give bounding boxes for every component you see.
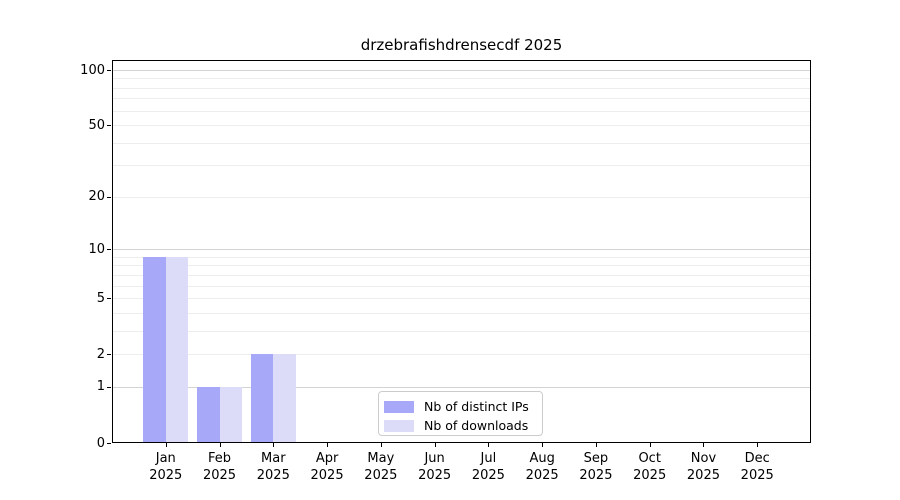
x-tick-mark [757,443,759,447]
legend-swatch-downloads [384,419,414,432]
x-tick-label: Sep 2025 [579,451,613,483]
x-tick-label: Jan 2025 [149,451,183,483]
y-tick-mark [107,354,111,356]
legend-item-downloads: Nb of downloads [384,416,542,435]
x-tick-mark [488,443,490,447]
legend-label-distinct-ips: Nb of distinct IPs [424,399,529,414]
x-tick-mark [273,443,275,447]
legend-swatch-distinct-ips [384,400,414,413]
x-tick-mark [434,443,436,447]
x-tick-label: Oct 2025 [633,451,667,483]
x-tick-label: Feb 2025 [202,451,237,483]
bar-distinct-ips-jan [143,256,166,442]
x-tick-mark [595,443,597,447]
minor-gridline [113,165,810,167]
bar-distinct-ips-feb [197,386,220,442]
chart-title: drzebrafishdrensecdf 2025 [360,36,563,54]
x-tick-label: Mar 2025 [256,451,290,483]
y-tick-mark [107,196,111,198]
legend-label-downloads: Nb of downloads [424,418,529,433]
minor-gridline [113,110,810,112]
major-gridline [113,249,810,251]
minor-gridline [113,87,810,89]
y-tick-label: 100 [80,62,105,78]
y-tick-label: 0 [96,435,105,451]
x-tick-mark [380,443,382,447]
y-tick-label: 5 [96,290,105,306]
bar-downloads-feb [219,386,243,442]
bar-downloads-mar [273,354,296,442]
y-tick-label: 1 [96,379,105,395]
minor-gridline [113,285,810,287]
x-tick-label: May 2025 [364,451,398,483]
major-gridline [113,70,810,71]
minor-gridline [113,298,810,300]
y-tick-mark [107,443,111,444]
x-tick-label: Nov 2025 [686,451,720,483]
minor-gridline [113,196,810,198]
minor-gridline [113,330,810,332]
x-tick-label: Dec 2025 [740,451,774,483]
major-gridline [113,386,810,388]
y-tick-mark [107,125,111,127]
minor-gridline [113,312,810,314]
y-tick-mark [107,386,111,388]
minor-gridline [113,274,810,276]
y-tick-mark [107,249,111,251]
bar-downloads-jan [165,256,189,442]
minor-gridline [113,265,810,267]
x-tick-label: Apr 2025 [310,451,344,483]
minor-gridline [113,98,810,100]
x-tick-label: Jul 2025 [471,451,505,483]
x-tick-mark [542,443,544,447]
minor-gridline [113,142,810,144]
x-tick-mark [327,443,329,447]
x-tick-mark [649,443,651,447]
minor-gridline [113,256,810,258]
x-tick-mark [703,443,705,447]
plot-area [112,60,811,443]
y-tick-mark [107,298,111,300]
y-tick-label: 2 [96,346,105,362]
bar-distinct-ips-mar [250,354,274,442]
y-tick-label: 50 [88,117,105,133]
minor-gridline [113,125,810,127]
x-tick-mark [219,443,221,447]
x-tick-label: Jun 2025 [418,451,452,483]
y-tick-mark [107,70,111,71]
y-tick-label: 10 [88,241,105,257]
legend: Nb of distinct IPs Nb of downloads [378,391,543,436]
x-tick-label: Aug 2025 [525,451,559,483]
minor-gridline [113,354,810,356]
legend-item-distinct-ips: Nb of distinct IPs [384,397,542,416]
x-tick-mark [165,443,167,447]
minor-gridline [113,78,810,80]
y-tick-label: 20 [88,189,105,205]
